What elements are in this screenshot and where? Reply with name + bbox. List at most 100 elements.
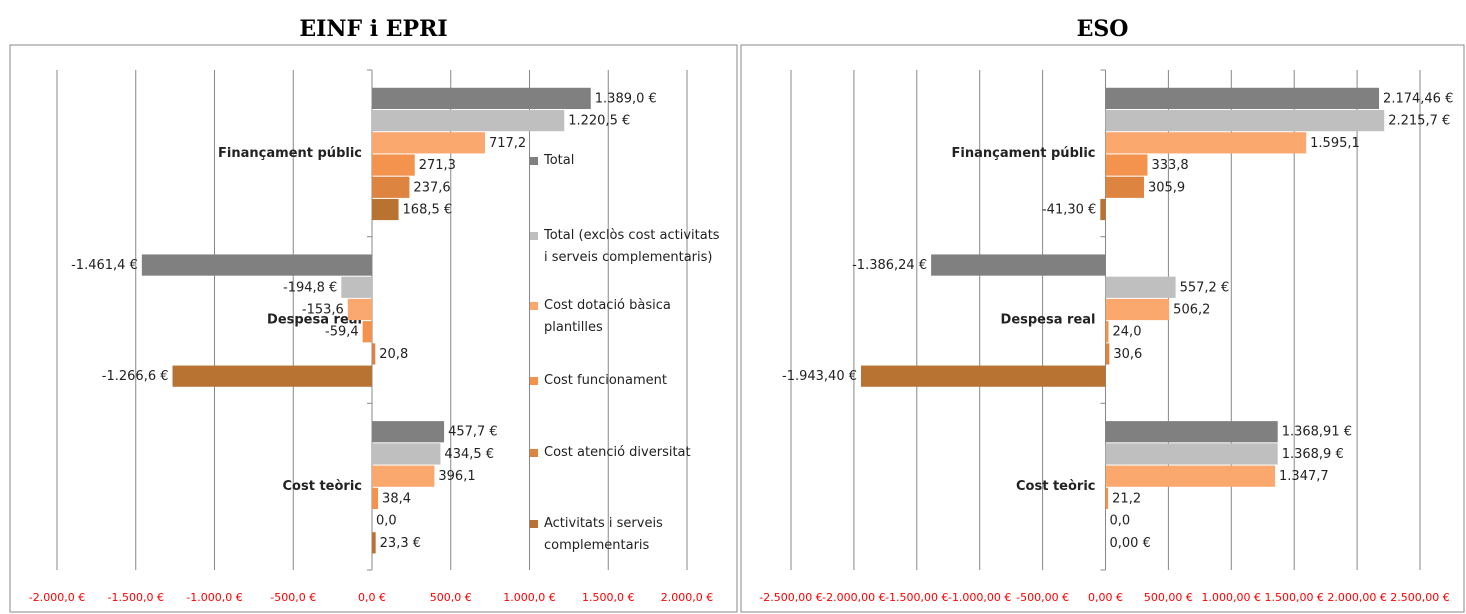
data-label: -41,30 € [1042, 203, 1096, 218]
x-tick-label: 2.000,00 € [1327, 591, 1386, 604]
bar [372, 198, 399, 221]
legend-swatch [530, 520, 538, 528]
legend-label: Cost dotació bàsica plantilles [544, 298, 671, 335]
data-label: 24,0 [1113, 325, 1142, 340]
x-tick-label: -1.000,0 € [186, 591, 242, 604]
legend-swatch [530, 157, 538, 165]
bar [1105, 343, 1110, 365]
bar [172, 365, 372, 387]
x-tick-label: 0,0 € [358, 591, 386, 604]
data-label: 557,2 € [1180, 280, 1230, 295]
bar [1105, 87, 1380, 109]
bar [372, 87, 591, 109]
category-label: Cost teòric [283, 479, 363, 494]
data-label: 0,0 [376, 514, 397, 529]
data-label: 2.215,7 € [1388, 114, 1450, 129]
bar [372, 532, 376, 554]
legend-label: Cost atenció diversitat [544, 445, 691, 460]
legend-swatch [530, 232, 538, 240]
legend-label: Total (exclòs cost activitats i serveis … [544, 228, 720, 265]
bar [931, 254, 1106, 276]
data-label: 457,7 € [448, 425, 498, 440]
data-label: 333,8 [1151, 158, 1188, 173]
data-label: 2.174,46 € [1383, 91, 1453, 106]
category-label: Despesa real [267, 313, 362, 328]
data-label: -1.266,6 € [102, 369, 169, 384]
data-label: 1.220,5 € [568, 114, 630, 129]
bar [372, 443, 441, 465]
x-tick-label: 1.500,00 € [1264, 591, 1323, 604]
data-label: 1.595,1 [1310, 136, 1360, 151]
data-label: -1.943,40 € [782, 369, 857, 384]
data-label: 506,2 [1173, 303, 1210, 318]
x-tick-label: 500,0 € [430, 591, 472, 604]
chart-title: EINF i EPRI [299, 16, 447, 42]
bar [1105, 487, 1109, 509]
bar [347, 298, 372, 321]
bar [372, 132, 485, 154]
x-tick-label: 2.000,0 € [661, 591, 713, 604]
category-label: Finançament públic [952, 146, 1096, 161]
category-label: Finançament públic [218, 146, 362, 161]
bar [341, 276, 372, 298]
data-label: -1.386,24 € [852, 258, 927, 273]
chart-title: ESO [1077, 16, 1129, 42]
bar [372, 421, 445, 443]
bar [372, 154, 415, 176]
bar [1105, 421, 1278, 443]
data-label: -1.461,4 € [71, 258, 138, 273]
legend-swatch [530, 449, 538, 457]
legend-swatch [530, 377, 538, 385]
bar [1105, 132, 1307, 154]
data-label: 1.368,9 € [1282, 447, 1344, 462]
category-label: Cost teòric [1016, 479, 1096, 494]
data-label: -194,8 € [283, 280, 337, 295]
data-label: 237,6 [413, 180, 450, 195]
x-tick-label: 0,00 € [1088, 591, 1123, 604]
x-tick-label: -500,00 € [1016, 591, 1069, 604]
bar [372, 343, 376, 365]
legend-label: Total [544, 153, 575, 168]
x-tick-label: -1.000,00 € [948, 591, 1011, 604]
x-tick-label: 2.500,00 € [1390, 591, 1449, 604]
data-label: 305,9 [1148, 180, 1185, 195]
bar [1105, 176, 1144, 198]
x-tick-label: 500,00 € [1144, 591, 1193, 604]
data-label: 271,3 [419, 158, 456, 173]
x-tick-label: 1.500,0 € [582, 591, 634, 604]
bar [1105, 443, 1278, 465]
data-label: 434,5 € [444, 447, 494, 462]
bar [1105, 110, 1385, 132]
chart-frame [9, 44, 738, 613]
data-label: 0,0 [1110, 514, 1131, 529]
bar [372, 176, 410, 198]
data-label: 23,3 € [380, 536, 421, 551]
x-tick-label: -2.000,00 € [822, 591, 885, 604]
bar [1105, 465, 1276, 487]
data-label: 168,5 € [403, 203, 453, 218]
data-label: 38,4 [382, 491, 411, 506]
x-tick-label: -500,0 € [270, 591, 316, 604]
bar [861, 365, 1106, 387]
x-tick-label: -2.000,0 € [29, 591, 85, 604]
legend-label: Activitats i serveis complementaris [544, 516, 663, 553]
bar [1100, 198, 1106, 221]
x-tick-label: -2.500,00 € [759, 591, 822, 604]
data-label: 396,1 [438, 469, 475, 484]
legend-label: Cost funcionament [544, 373, 668, 388]
x-tick-label: -1.500,0 € [108, 591, 164, 604]
bar [372, 465, 435, 487]
data-label: 30,6 [1113, 347, 1142, 362]
chart-frame [740, 44, 1465, 613]
x-tick-label: 1.000,00 € [1202, 591, 1261, 604]
category-label: Despesa real [1001, 313, 1096, 328]
legend-swatch [530, 302, 538, 310]
bar [372, 110, 565, 132]
data-label: 1.347,7 [1279, 469, 1329, 484]
bar [141, 254, 372, 276]
data-label: -153,6 [302, 303, 344, 318]
bar [362, 321, 372, 343]
x-tick-label: -1.500,00 € [885, 591, 948, 604]
data-label: 0,00 € [1110, 536, 1151, 551]
